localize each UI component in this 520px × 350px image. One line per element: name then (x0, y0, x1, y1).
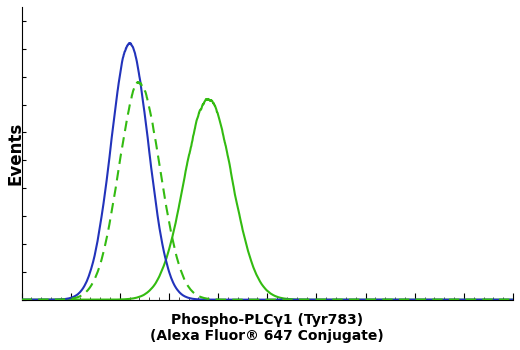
Y-axis label: Events: Events (7, 122, 25, 185)
X-axis label: Phospho-PLCγ1 (Tyr783)
(Alexa Fluor® 647 Conjugate): Phospho-PLCγ1 (Tyr783) (Alexa Fluor® 647… (150, 313, 384, 343)
